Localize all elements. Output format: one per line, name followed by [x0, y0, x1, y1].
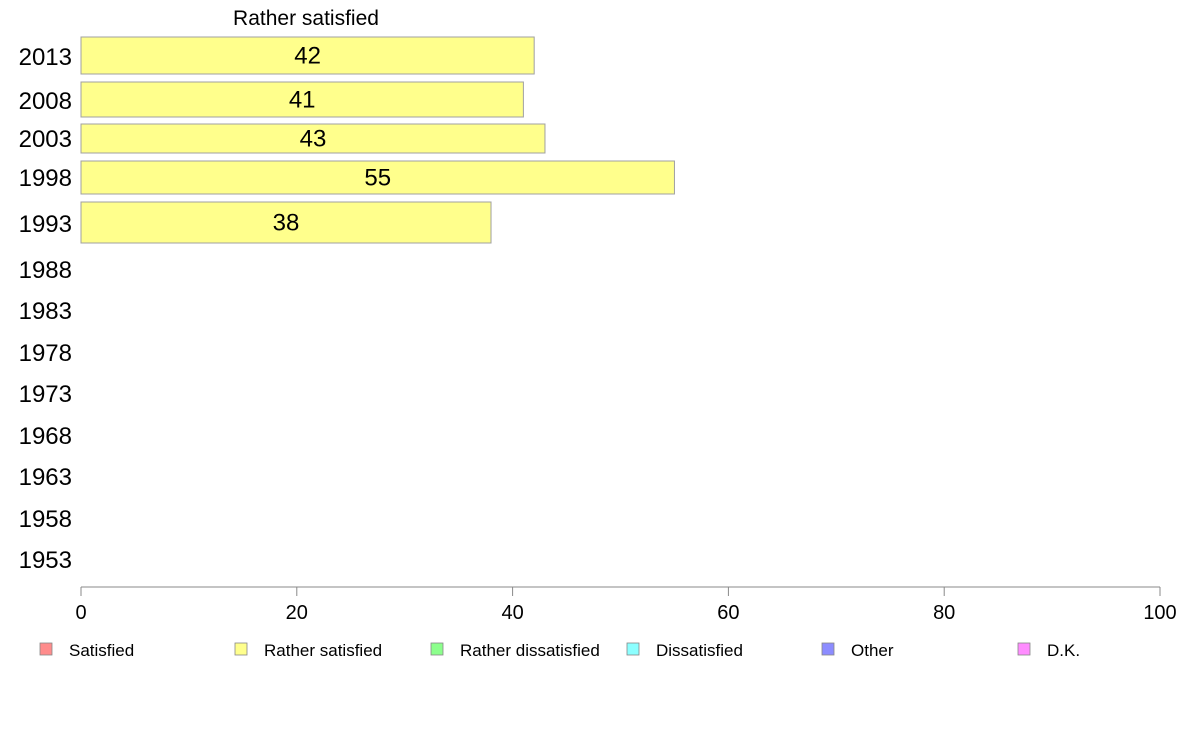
y-tick-label-1983: 1983 [19, 298, 72, 325]
legend-label: Dissatisfied [656, 641, 743, 660]
y-tick-label-1968: 1968 [19, 423, 72, 450]
bar-label-1998: 55 [364, 165, 391, 192]
legend-label: Rather satisfied [264, 641, 382, 660]
legend-swatch [821, 642, 835, 656]
legend-swatch [1017, 642, 1031, 656]
x-tick-label-100: 100 [1143, 602, 1176, 624]
y-tick-label-1958: 1958 [19, 506, 72, 533]
x-tick-label-0: 0 [75, 602, 86, 624]
bar-2003 [80, 123, 546, 154]
y-tick-label-1978: 1978 [19, 340, 72, 367]
x-axis: 0 20 40 60 80 100 [75, 586, 1177, 624]
x-tick-label-40: 40 [501, 602, 523, 624]
bar-label-2013: 42 [294, 43, 321, 70]
y-tick-label-1998: 1998 [19, 165, 72, 192]
bar-label-2008: 41 [289, 87, 316, 114]
legend-item-5: D.K. [1017, 641, 1080, 660]
legend-label: Satisfied [69, 641, 134, 660]
legend-item-1: Rather satisfied [234, 641, 382, 660]
legend-label: D.K. [1047, 641, 1080, 660]
y-axis-labels: 2013 2008 2003 1998 1993 1988 1983 1978 1973 1968… [19, 44, 72, 574]
legend-swatch [234, 642, 248, 656]
legend-item-3: Dissatisfied [626, 641, 743, 660]
bars: 42 41 43 55 38 [80, 36, 675, 244]
bar-label-1993: 38 [273, 210, 300, 237]
bar-1993 [80, 201, 492, 244]
legend-label: Rather dissatisfied [460, 641, 600, 660]
y-tick-label-1963: 1963 [19, 464, 72, 491]
x-tick-label-60: 60 [717, 602, 739, 624]
legend-item-4: Other [821, 641, 894, 660]
y-tick-label-2008: 2008 [19, 88, 72, 115]
y-tick-label-2013: 2013 [19, 44, 72, 71]
legend-label: Other [851, 641, 894, 660]
chart-title: Rather satisfied [233, 7, 379, 30]
bar-label-2003: 43 [300, 126, 327, 153]
x-tick-label-80: 80 [933, 602, 955, 624]
x-tick-label-20: 20 [286, 602, 308, 624]
legend-swatch [626, 642, 640, 656]
y-tick-label-2003: 2003 [19, 126, 72, 153]
legend-item-2: Rather dissatisfied [430, 641, 600, 660]
legend-item-0: Satisfied [39, 641, 134, 660]
bar-2008 [80, 81, 524, 118]
bar-2013 [80, 36, 535, 75]
y-tick-label-1953: 1953 [19, 547, 72, 574]
legend-swatch [430, 642, 444, 656]
y-tick-label-1993: 1993 [19, 211, 72, 238]
y-tick-label-1973: 1973 [19, 381, 72, 408]
legend: Satisfied Rather satisfied Rather dissatis… [39, 641, 1080, 660]
y-tick-label-1988: 1988 [19, 257, 72, 284]
bar-1998 [80, 160, 675, 195]
legend-swatch [39, 642, 53, 656]
